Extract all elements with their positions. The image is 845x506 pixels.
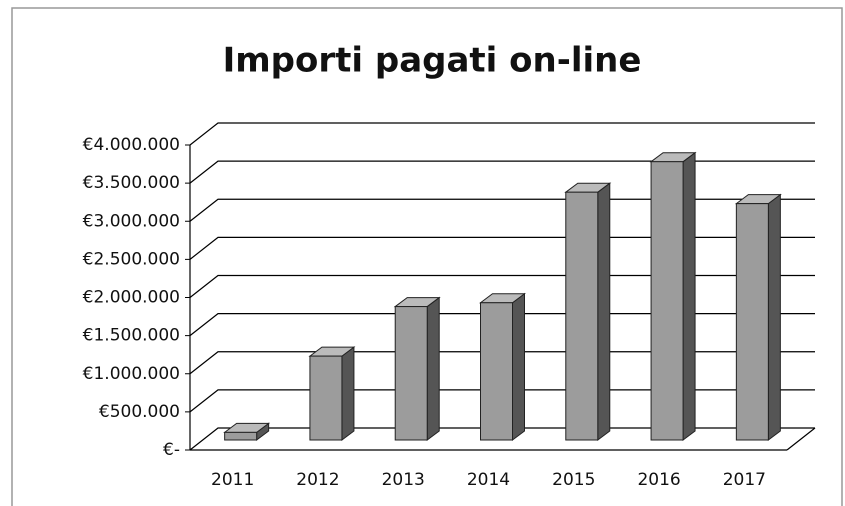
x-tick-label: 2011 xyxy=(211,470,254,490)
floor-edge xyxy=(786,427,816,451)
y-tick-label: €1.500.000 xyxy=(83,326,180,346)
chart-title: Importi pagati on-line xyxy=(223,41,642,81)
bar xyxy=(223,422,271,441)
bar xyxy=(393,296,441,441)
y-tick-label: €2.500.000 xyxy=(83,249,180,269)
grid-line xyxy=(189,274,815,298)
grid-line xyxy=(189,160,815,184)
x-tick-label: 2016 xyxy=(637,470,680,490)
x-tick-label: 2017 xyxy=(723,470,766,490)
x-tick-label: 2012 xyxy=(296,470,339,490)
bar xyxy=(649,151,697,441)
grid-line xyxy=(189,236,815,260)
x-tick-label: 2014 xyxy=(467,470,510,490)
y-tick-label: €500.000 xyxy=(99,402,180,422)
x-tick-label: 2013 xyxy=(382,470,425,490)
grid-line xyxy=(189,122,815,146)
bar xyxy=(308,346,356,441)
bar xyxy=(734,193,782,441)
grid-line xyxy=(189,198,815,222)
y-tick-label: €3.000.000 xyxy=(83,211,180,231)
grid-line xyxy=(189,427,815,451)
grid-line xyxy=(189,351,815,375)
y-tick-label: €3.500.000 xyxy=(83,173,180,193)
bar xyxy=(479,292,526,441)
y-tick-label: €2.000.000 xyxy=(83,288,180,308)
grid-line xyxy=(189,313,815,337)
y-tick-label: €4.000.000 xyxy=(83,135,180,155)
grid-line xyxy=(189,389,815,413)
y-tick-label: €1.000.000 xyxy=(83,364,180,384)
bar xyxy=(564,182,612,441)
y-tick-label: €- xyxy=(163,440,180,460)
x-tick-label: 2015 xyxy=(552,470,595,490)
